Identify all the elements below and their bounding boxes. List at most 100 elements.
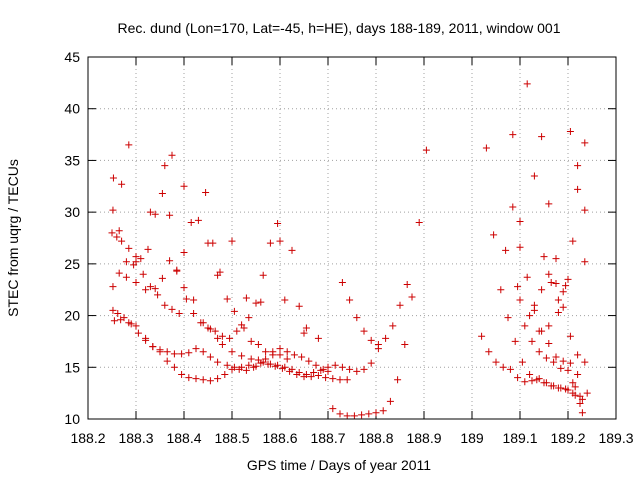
data-point-arc-p bbox=[547, 278, 555, 286]
data-point-arc-o bbox=[566, 332, 574, 340]
data-point-arc-d bbox=[276, 351, 284, 359]
data-point-arc-d bbox=[190, 310, 198, 318]
data-point-arc-e bbox=[180, 248, 188, 256]
data-point-arc-o bbox=[574, 351, 582, 359]
y-tick-label: 15 bbox=[64, 359, 80, 375]
data-point-arc-f bbox=[276, 237, 284, 245]
data-point-arc-b bbox=[163, 348, 171, 356]
y-tick-label: 30 bbox=[64, 204, 80, 220]
data-point-arc-e bbox=[194, 216, 202, 224]
data-point-arc-e bbox=[109, 206, 117, 214]
data-point-arc-b bbox=[214, 358, 222, 366]
data-point-arc-k bbox=[574, 371, 582, 379]
data-point-arc-a bbox=[109, 283, 117, 291]
data-point-arc-l bbox=[559, 288, 567, 296]
x-tick-label: 188.8 bbox=[358, 430, 393, 446]
data-point-arc-c bbox=[221, 371, 229, 379]
data-point-arc-b bbox=[367, 359, 375, 367]
data-point-arc-b bbox=[310, 368, 318, 376]
data-point-arc-a bbox=[166, 257, 174, 265]
data-point-arc-e bbox=[202, 188, 210, 196]
data-point-arc-e bbox=[259, 271, 267, 279]
data-point-arc-n bbox=[516, 296, 524, 304]
x-axis-label: GPS time / Days of year 2011 bbox=[247, 457, 431, 473]
data-point-arc-a bbox=[180, 284, 188, 292]
data-point-arc-e bbox=[122, 258, 130, 266]
x-tick-label: 189.1 bbox=[502, 430, 537, 446]
data-point-arc-d bbox=[175, 310, 183, 318]
chart-title: Rec. dund (Lon=170, Lat=-45, h=HE), days… bbox=[118, 20, 561, 36]
data-point-arc-c bbox=[250, 363, 258, 371]
data-point-arc-e bbox=[266, 239, 274, 247]
data-point-arc-a bbox=[142, 286, 150, 294]
data-point-arc-g bbox=[350, 412, 358, 420]
data-point-arc-e bbox=[158, 190, 166, 198]
data-point-arc-d bbox=[254, 341, 262, 349]
data-point-arc-f bbox=[228, 237, 236, 245]
data-point-arc-c bbox=[214, 375, 222, 383]
data-point-arc-e bbox=[288, 246, 296, 254]
data-point-arc-a bbox=[151, 285, 159, 293]
data-point-arc-m bbox=[514, 283, 522, 291]
data-point-arc-m bbox=[564, 366, 572, 374]
data-point-arc-j bbox=[499, 363, 507, 371]
data-point-arc-h bbox=[403, 281, 411, 289]
data-point-arc-d bbox=[182, 295, 190, 303]
data-point-arc-e bbox=[281, 296, 289, 304]
data-point-arc-p bbox=[554, 296, 562, 304]
data-point-arc-e bbox=[238, 321, 246, 329]
data-point-arc-c bbox=[264, 360, 272, 368]
data-point-arc-c bbox=[271, 362, 279, 370]
data-point-arc-c bbox=[120, 314, 128, 322]
data-point-arc-l bbox=[538, 133, 546, 141]
data-point-arc-e bbox=[137, 255, 145, 263]
data-point-arc-f bbox=[125, 141, 133, 149]
axis-ticks bbox=[87, 56, 617, 420]
data-point-arc-d bbox=[161, 301, 169, 309]
data-point-arc-k bbox=[516, 243, 524, 251]
data-point-arc-c bbox=[286, 367, 294, 375]
data-point-arc-b bbox=[353, 367, 361, 375]
data-point-arc-g bbox=[408, 293, 416, 301]
data-point-arc-h bbox=[374, 341, 382, 349]
plot-frame bbox=[87, 56, 617, 420]
data-point-arc-a bbox=[115, 269, 123, 277]
data-point-arc-j bbox=[485, 348, 493, 356]
data-point-arc-c bbox=[257, 359, 265, 367]
data-point-arc-a bbox=[228, 348, 236, 356]
data-point-arc-k bbox=[509, 203, 517, 211]
data-point-arc-h bbox=[382, 334, 390, 342]
data-point-arc-d bbox=[168, 305, 176, 313]
data-point-arc-d bbox=[218, 332, 226, 340]
data-point-arc-g bbox=[358, 411, 366, 419]
data-point-arc-a bbox=[283, 348, 291, 356]
data-point-arc-b bbox=[206, 353, 214, 361]
data-point-arc-b bbox=[192, 345, 200, 353]
data-point-arc-c bbox=[134, 329, 142, 337]
data-point-arc-g bbox=[394, 376, 402, 384]
data-point-arc-c bbox=[314, 372, 322, 380]
data-point-arc-e bbox=[223, 295, 231, 303]
data-point-arc-g bbox=[372, 409, 380, 417]
data-point-arc-e bbox=[166, 211, 174, 219]
data-point-arc-c bbox=[163, 357, 171, 365]
y-tick-label: 20 bbox=[64, 308, 80, 324]
data-point-arc-c bbox=[300, 373, 308, 381]
data-point-arc-j bbox=[564, 386, 572, 394]
data-point-arc-a bbox=[214, 334, 222, 342]
data-point-arc-b bbox=[178, 350, 186, 358]
data-point-arc-l bbox=[523, 80, 531, 88]
data-point-arc-i bbox=[490, 231, 498, 239]
data-point-arc-o bbox=[530, 301, 538, 309]
x-tick-label: 188.2 bbox=[70, 430, 105, 446]
data-point-arc-c bbox=[149, 343, 157, 351]
data-point-arc-c bbox=[343, 376, 351, 384]
data-point-arc-c bbox=[242, 366, 250, 374]
data-point-arc-c bbox=[206, 377, 214, 385]
y-tick-label: 10 bbox=[64, 411, 80, 427]
data-point-arc-d bbox=[197, 319, 205, 327]
data-point-arc-d bbox=[139, 270, 147, 278]
data-point-arc-a bbox=[218, 341, 226, 349]
data-point-arc-c bbox=[199, 376, 207, 384]
data-point-arc-n bbox=[564, 275, 572, 283]
